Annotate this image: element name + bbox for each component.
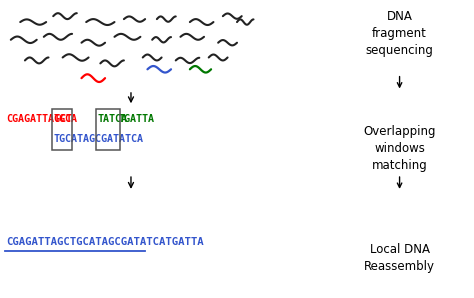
Bar [96, 109, 120, 150]
Text: TGATTA: TGATTA [119, 114, 155, 125]
Text: Overlapping
windows
matching: Overlapping windows matching [364, 125, 436, 172]
Text: CGAGATTAGCTGCATAGCGATATCATGATTA: CGAGATTAGCTGCATAGCGATATCATGATTA [6, 237, 204, 247]
Text: DNA
fragment
sequencing: DNA fragment sequencing [365, 10, 434, 57]
Text: TGCATAGCGATATCA: TGCATAGCGATATCA [54, 134, 144, 144]
Text: TATCA: TATCA [97, 114, 127, 125]
Bar [52, 109, 72, 150]
Text: Local DNA
Reassembly: Local DNA Reassembly [364, 243, 435, 274]
Text: TGCA: TGCA [54, 114, 78, 125]
Text: CGAGATTAGCT: CGAGATTAGCT [6, 114, 72, 125]
